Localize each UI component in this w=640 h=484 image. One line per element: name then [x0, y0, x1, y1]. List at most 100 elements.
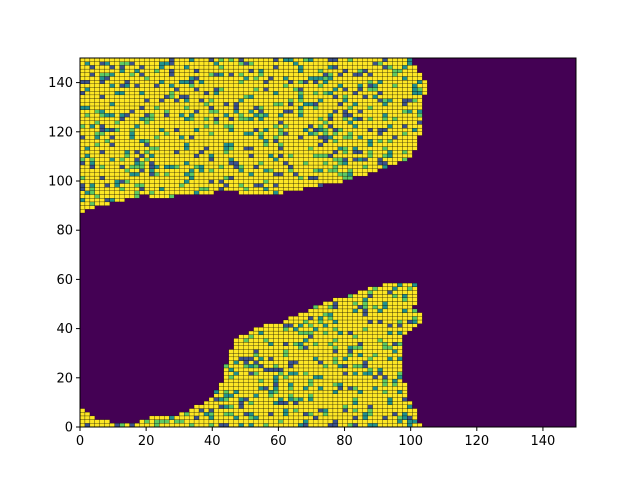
heatmap-cell [382, 316, 388, 321]
heatmap-cell [332, 375, 339, 380]
heatmap-cell [308, 68, 314, 73]
heatmap-cell [312, 345, 319, 350]
heatmap-cell [387, 364, 393, 369]
heatmap-cell [268, 371, 274, 376]
heatmap-cell [149, 164, 155, 169]
heatmap-cell [243, 408, 249, 413]
heatmap-cell [134, 91, 140, 96]
heatmap-cell [352, 83, 358, 88]
heatmap-cell [342, 94, 348, 99]
heatmap-cell [342, 353, 348, 358]
heatmap-cell [347, 168, 353, 173]
heatmap-cell [327, 367, 334, 372]
heatmap-cell [79, 179, 86, 184]
heatmap-cell [312, 305, 319, 310]
heatmap-cell [109, 161, 115, 166]
heatmap-cell [119, 164, 125, 169]
heatmap-cell [119, 131, 125, 136]
heatmap-cell [397, 323, 403, 328]
heatmap-cell [288, 87, 294, 92]
heatmap-cell [253, 87, 259, 92]
heatmap-cell [268, 120, 274, 125]
heatmap-cell [228, 353, 234, 358]
heatmap-cell [134, 87, 140, 92]
heatmap-cell [208, 135, 215, 140]
heatmap-cell [362, 98, 368, 103]
heatmap-cell [402, 308, 408, 313]
heatmap-cell [94, 201, 100, 206]
heatmap-cell [248, 120, 254, 125]
heatmap-cell [392, 327, 398, 332]
heatmap-cell [362, 102, 368, 107]
heatmap-cell [382, 389, 388, 394]
heatmap-cell [312, 142, 319, 147]
heatmap-cell [357, 319, 363, 324]
heatmap-cell [228, 102, 234, 107]
heatmap-cell [213, 161, 220, 166]
heatmap-cell [387, 102, 393, 107]
heatmap-cell [198, 65, 205, 70]
heatmap-cell [392, 415, 398, 420]
heatmap-cell [203, 187, 210, 191]
heatmap-cell [327, 131, 334, 136]
heatmap-cell [233, 153, 239, 158]
heatmap-cell [407, 120, 413, 125]
heatmap-cell [119, 116, 125, 121]
heatmap-cell [317, 371, 324, 376]
heatmap-cell [387, 98, 393, 103]
heatmap-cell [347, 353, 353, 358]
heatmap-cell [184, 423, 190, 428]
heatmap-cell [293, 378, 299, 383]
heatmap-cell [248, 378, 254, 383]
heatmap-cell [174, 120, 180, 125]
heatmap-cell [337, 342, 344, 346]
heatmap-cell [382, 116, 388, 121]
heatmap-cell [154, 194, 160, 199]
heatmap-cell [139, 120, 145, 125]
heatmap-cell [367, 153, 373, 158]
heatmap-cell [129, 146, 135, 151]
heatmap-cell [228, 109, 234, 114]
heatmap-cell [208, 83, 215, 88]
heatmap-cell [352, 76, 358, 81]
heatmap-cell [382, 142, 388, 147]
heatmap-cell [268, 139, 274, 143]
heatmap-cell [327, 382, 334, 387]
heatmap-cell [253, 150, 259, 155]
heatmap-cell [243, 94, 249, 99]
heatmap-cell [223, 68, 229, 73]
heatmap-cell [308, 139, 314, 143]
heatmap-cell [392, 375, 398, 380]
heatmap-cell [293, 105, 299, 110]
heatmap-cell [352, 98, 358, 103]
heatmap-cell [228, 120, 234, 125]
heatmap-cell [243, 80, 249, 84]
heatmap-cell [298, 330, 304, 335]
heatmap-cell [263, 353, 269, 358]
heatmap-cell [327, 360, 334, 365]
heatmap-cell [327, 172, 334, 177]
heatmap-cell [253, 330, 259, 335]
heatmap-cell [198, 139, 205, 143]
heatmap-cell [303, 386, 309, 391]
heatmap-cell [213, 135, 220, 140]
heatmap-cell [174, 164, 180, 169]
heatmap-cell [382, 164, 388, 169]
heatmap-cell [164, 153, 170, 158]
heatmap-cell [169, 146, 175, 151]
heatmap-cell [169, 131, 175, 136]
heatmap-cell [238, 334, 244, 339]
heatmap-cell [317, 72, 324, 77]
heatmap-cell [233, 168, 239, 173]
heatmap-cell [367, 375, 373, 380]
heatmap-cell [392, 386, 398, 391]
heatmap-cell [109, 131, 115, 136]
heatmap-cell [397, 401, 403, 405]
heatmap-cell [312, 364, 319, 369]
heatmap-cell [84, 153, 91, 158]
heatmap-cell [312, 408, 319, 413]
heatmap-cell [258, 397, 264, 402]
heatmap-cell [357, 360, 363, 365]
heatmap-cell [99, 61, 105, 66]
heatmap-cell [253, 72, 259, 77]
